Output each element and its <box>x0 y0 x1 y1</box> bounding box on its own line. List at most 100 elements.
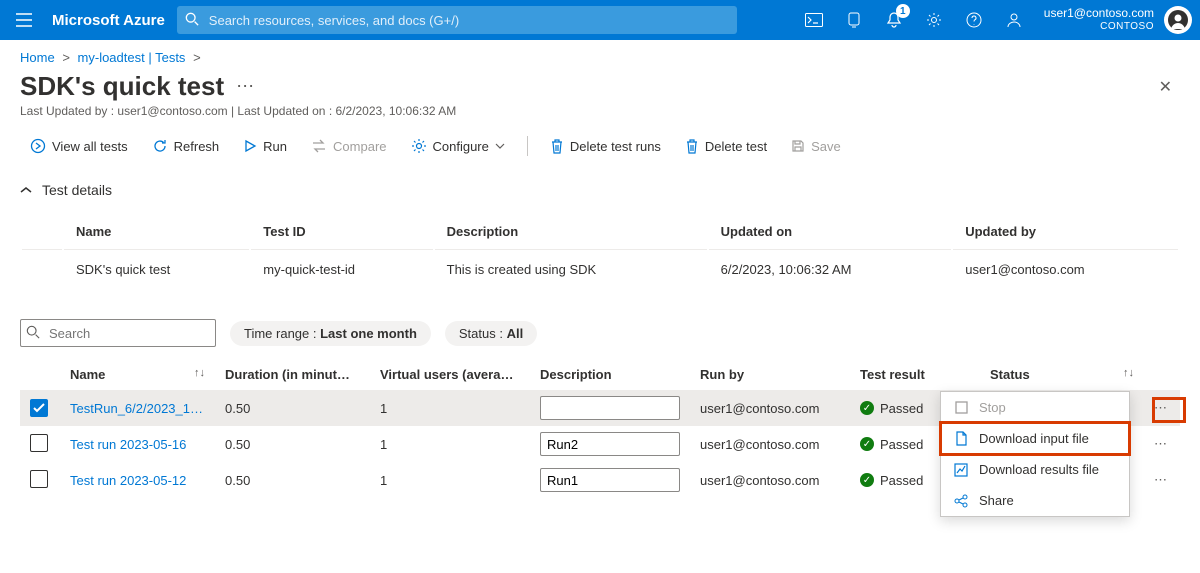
delete-runs-button[interactable]: Delete test runs <box>540 135 671 158</box>
run-duration: 0.50 <box>215 390 370 426</box>
feedback-icon <box>1006 12 1022 28</box>
row-more-button[interactable]: ⋯ <box>1144 426 1180 462</box>
run-label: Run <box>263 139 287 154</box>
stop-icon <box>953 401 969 414</box>
breadcrumb: Home > my-loadtest | Tests > <box>0 40 1200 65</box>
row-context-menu: Stop Download input file Download result… <box>940 391 1130 517</box>
file-icon <box>953 431 969 446</box>
col-runby[interactable]: Run by <box>690 359 850 390</box>
hamburger-button[interactable] <box>0 0 48 40</box>
col-updatedby: Updated by <box>953 214 1178 250</box>
view-all-label: View all tests <box>52 139 128 154</box>
delete-test-button[interactable]: Delete test <box>675 135 777 158</box>
close-button[interactable]: ✕ <box>1159 77 1180 97</box>
help-button[interactable] <box>954 0 994 40</box>
copilot-button[interactable] <box>834 0 874 40</box>
test-details-row: SDK's quick test my-quick-test-id This i… <box>22 252 1178 287</box>
toolbar-separator <box>527 136 528 156</box>
delete-icon <box>550 139 564 154</box>
row-checkbox[interactable] <box>30 399 48 417</box>
ctx-download-results[interactable]: Download results file <box>941 454 1129 485</box>
share-icon <box>953 494 969 508</box>
time-range-filter[interactable]: Time range : Last one month <box>230 321 431 346</box>
configure-button[interactable]: Configure <box>401 134 515 158</box>
run-vusers: 1 <box>370 390 530 426</box>
row-more-button[interactable]: ⋯ <box>1144 462 1180 498</box>
col-duration[interactable]: Duration (in minut… <box>215 359 370 390</box>
delete-runs-label: Delete test runs <box>570 139 661 154</box>
account-button[interactable]: user1@contoso.com CONTOSO <box>1034 2 1164 38</box>
refresh-icon <box>152 138 168 154</box>
run-name-link[interactable]: Test run 2023-05-12 <box>60 462 215 498</box>
ctx-download-input[interactable]: Download input file <box>941 423 1129 454</box>
run-name-link[interactable]: TestRun_6/2/2023_10:0… <box>60 390 215 426</box>
page-subtitle: Last Updated by : user1@contoso.com | La… <box>0 102 1200 128</box>
detail-name: SDK's quick test <box>64 252 249 287</box>
row-checkbox[interactable] <box>30 470 48 488</box>
col-status[interactable]: Status↑↓ <box>980 359 1144 390</box>
test-details-header: Test details <box>42 182 112 198</box>
runs-search-wrap <box>20 319 216 347</box>
help-icon <box>966 12 982 28</box>
row-checkbox[interactable] <box>30 434 48 452</box>
page-title: SDK's quick test <box>20 71 224 102</box>
run-vusers: 1 <box>370 462 530 498</box>
save-icon <box>791 139 805 153</box>
detail-desc: This is created using SDK <box>435 252 707 287</box>
azure-topbar: Microsoft Azure 1 user1@contoso.com CONT… <box>0 0 1200 40</box>
col-result[interactable]: Test result <box>850 359 980 390</box>
run-description-input[interactable] <box>540 396 680 420</box>
delete-test-label: Delete test <box>705 139 767 154</box>
feedback-button[interactable] <box>994 0 1034 40</box>
refresh-button[interactable]: Refresh <box>142 134 230 158</box>
run-duration: 0.50 <box>215 426 370 462</box>
global-search-input[interactable] <box>177 6 737 34</box>
compare-button: Compare <box>301 135 396 158</box>
test-details-table: Name Test ID Description Updated on Upda… <box>20 212 1180 289</box>
title-more-button[interactable]: ⋯ <box>236 76 254 97</box>
run-by: user1@contoso.com <box>690 390 850 426</box>
breadcrumb-home[interactable]: Home <box>20 50 55 65</box>
notifications-button[interactable]: 1 <box>874 0 914 40</box>
col-run-name[interactable]: Name↑↓ <box>60 359 215 390</box>
account-email: user1@contoso.com <box>1044 6 1154 20</box>
chart-file-icon <box>953 463 969 477</box>
breadcrumb-sep: > <box>189 50 205 65</box>
ctx-download-results-label: Download results file <box>979 462 1099 477</box>
brand-label[interactable]: Microsoft Azure <box>48 12 177 29</box>
chevron-down-icon <box>495 143 505 149</box>
ctx-share[interactable]: Share <box>941 485 1129 516</box>
run-description-input[interactable] <box>540 468 680 492</box>
cloud-shell-button[interactable] <box>794 0 834 40</box>
refresh-label: Refresh <box>174 139 220 154</box>
success-icon: ✓ <box>860 401 874 415</box>
success-icon: ✓ <box>860 437 874 451</box>
col-name: Name <box>64 214 249 250</box>
compare-icon <box>311 139 327 153</box>
ctx-share-label: Share <box>979 493 1014 508</box>
sort-icon: ↑↓ <box>1123 367 1134 379</box>
filters-row: Time range : Last one month Status : All <box>0 301 1200 355</box>
search-icon <box>185 12 199 26</box>
chevron-up-icon <box>20 186 32 194</box>
detail-updatedby: user1@contoso.com <box>953 252 1178 287</box>
avatar[interactable] <box>1164 6 1192 34</box>
test-details-toggle[interactable]: Test details <box>20 176 1180 212</box>
run-button[interactable]: Run <box>233 135 297 158</box>
run-by: user1@contoso.com <box>690 462 850 498</box>
run-description-input[interactable] <box>540 432 680 456</box>
status-value: All <box>507 326 524 341</box>
success-icon: ✓ <box>860 473 874 487</box>
col-desc: Description <box>435 214 707 250</box>
status-filter[interactable]: Status : All <box>445 321 537 346</box>
col-testid: Test ID <box>251 214 432 250</box>
col-updatedon: Updated on <box>709 214 952 250</box>
row-more-button[interactable]: ⋯ <box>1144 390 1180 426</box>
col-run-desc[interactable]: Description <box>530 359 690 390</box>
breadcrumb-tests[interactable]: my-loadtest | Tests <box>78 50 186 65</box>
settings-button[interactable] <box>914 0 954 40</box>
view-all-tests-button[interactable]: View all tests <box>20 134 138 158</box>
col-vusers[interactable]: Virtual users (avera… <box>370 359 530 390</box>
runs-search-input[interactable] <box>20 319 216 347</box>
run-name-link[interactable]: Test run 2023-05-16 <box>60 426 215 462</box>
